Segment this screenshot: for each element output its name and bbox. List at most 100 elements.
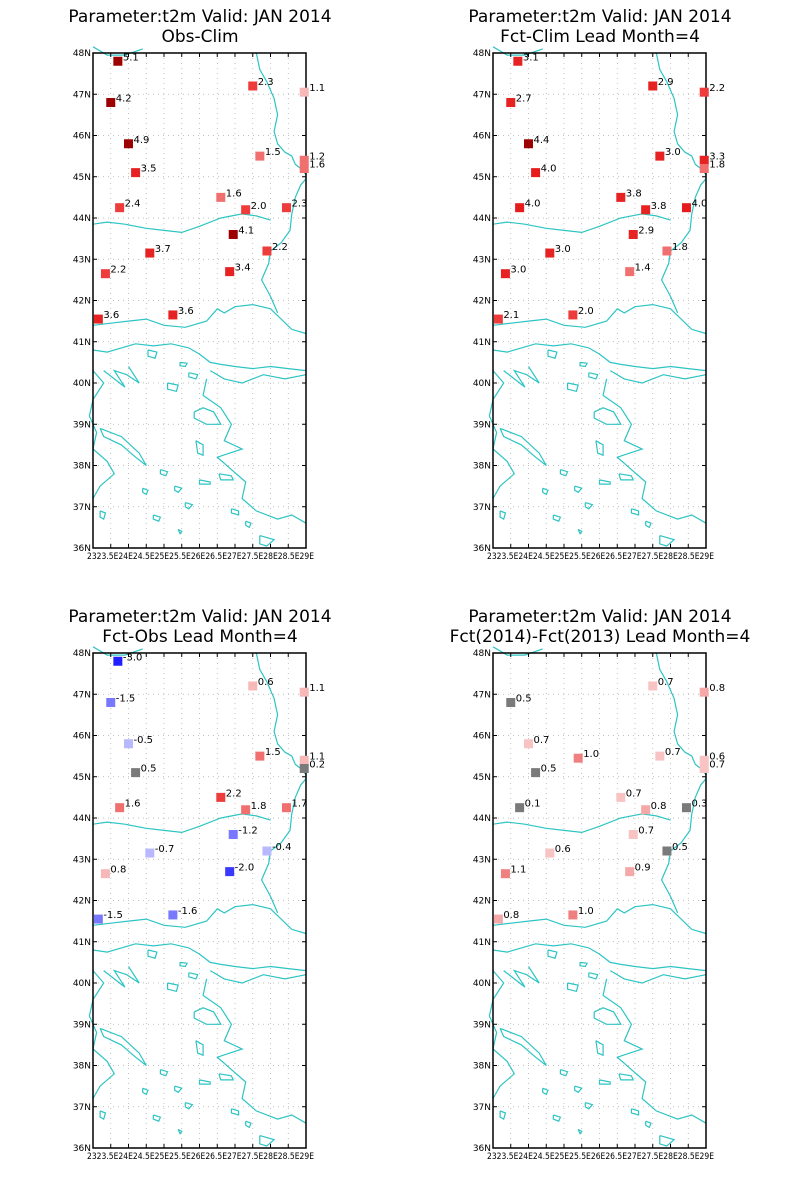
y-tick-label: 47N bbox=[73, 690, 91, 700]
station-value: 2.0 bbox=[251, 201, 267, 212]
coastline bbox=[88, 370, 116, 499]
station-square bbox=[641, 805, 651, 815]
y-tick-label: 43N bbox=[473, 255, 491, 265]
y-tick-label: 36N bbox=[73, 1144, 91, 1154]
station-value: 1.0 bbox=[583, 749, 599, 760]
station-value: 1.6 bbox=[125, 799, 141, 810]
station-marker: 2.3 bbox=[248, 77, 274, 91]
station-marker: -1.5 bbox=[106, 694, 135, 707]
coastline bbox=[499, 427, 547, 466]
y-tick-label: 44N bbox=[473, 814, 491, 824]
station-value: 3.0 bbox=[510, 265, 526, 276]
station-marker: 3.6 bbox=[168, 306, 194, 320]
coastline bbox=[142, 1087, 149, 1096]
station-marker: 2.1 bbox=[493, 310, 519, 324]
coastline bbox=[103, 366, 140, 388]
station-square bbox=[145, 248, 155, 258]
station-square bbox=[225, 867, 235, 877]
station-marker: -0.4 bbox=[262, 842, 291, 856]
x-tick-labels: 2323.5E24E24.5E25E25.5E26E26.5E27E27.5E2… bbox=[87, 552, 314, 562]
station-square bbox=[493, 914, 503, 924]
station-square bbox=[655, 151, 665, 161]
station-marker: 1.4 bbox=[625, 263, 651, 277]
station-value: 2.1 bbox=[503, 310, 519, 321]
map-title: Parameter:t2m Valid: JAN 2014 bbox=[468, 7, 731, 27]
station-value: -2.0 bbox=[235, 863, 255, 874]
coastline bbox=[598, 1079, 611, 1085]
coastline bbox=[645, 1120, 652, 1129]
panel-fct-clim: Parameter:t2m Valid: JAN 2014 Fct-Clim Le… bbox=[400, 0, 800, 600]
station-square bbox=[662, 246, 672, 256]
station-marker: 0.9 bbox=[625, 863, 651, 877]
station-marker: 4.0 bbox=[515, 199, 541, 213]
coastline bbox=[567, 982, 579, 993]
coastline bbox=[492, 303, 707, 335]
station-marker: 1.0 bbox=[573, 749, 599, 763]
station-value: 4.2 bbox=[116, 94, 132, 105]
coastline bbox=[579, 961, 589, 968]
station-value: 4.0 bbox=[541, 164, 557, 175]
station-square bbox=[699, 164, 709, 173]
coastline bbox=[184, 1102, 194, 1110]
station-marker: 1.5 bbox=[255, 147, 281, 161]
coastline bbox=[260, 178, 307, 314]
coastline bbox=[193, 1007, 222, 1025]
y-tick-label: 45N bbox=[473, 173, 491, 183]
station-value: 4.4 bbox=[534, 135, 550, 146]
station-square bbox=[616, 792, 626, 802]
station-marker: -0.7 bbox=[145, 844, 174, 858]
coastline bbox=[660, 178, 707, 314]
station-marker: 1.1 bbox=[299, 683, 325, 697]
coastline bbox=[92, 303, 307, 335]
station-value: -1.6 bbox=[178, 906, 198, 917]
station-value: -3.0 bbox=[123, 652, 143, 663]
station-square bbox=[228, 230, 238, 239]
station-square bbox=[106, 698, 116, 707]
station-square bbox=[628, 830, 638, 839]
y-tick-label: 38N bbox=[73, 1062, 91, 1072]
station-marker: 0.7 bbox=[628, 826, 654, 839]
coastline bbox=[574, 1085, 583, 1094]
station-value: 2.2 bbox=[226, 788, 242, 799]
station-value: 0.7 bbox=[626, 788, 642, 799]
station-value: 3.8 bbox=[651, 201, 667, 212]
station-marker: 3.7 bbox=[145, 244, 171, 258]
station-value: 3.7 bbox=[155, 244, 171, 255]
station-marker: 0.5 bbox=[531, 764, 557, 778]
station-marker: 3.6 bbox=[93, 310, 119, 324]
y-tick-label: 36N bbox=[473, 544, 491, 554]
station-square bbox=[531, 768, 541, 778]
coastline bbox=[547, 349, 558, 359]
station-marker: 2.7 bbox=[506, 94, 532, 107]
map-subtitle: Fct-Obs Lead Month=4 bbox=[102, 627, 297, 647]
station-square bbox=[299, 155, 309, 165]
coastline bbox=[660, 778, 707, 914]
coastline bbox=[567, 382, 579, 393]
station-marker: 4.2 bbox=[106, 94, 132, 107]
coastline bbox=[584, 1102, 594, 1110]
station-value: 0.7 bbox=[534, 735, 550, 746]
coastline bbox=[499, 510, 507, 520]
station-marker: 1.6 bbox=[299, 160, 325, 173]
coastline bbox=[218, 1073, 235, 1081]
station-value: -0.4 bbox=[272, 842, 292, 853]
y-tick-label: 39N bbox=[73, 420, 91, 430]
station-square bbox=[113, 56, 123, 66]
coastline bbox=[255, 652, 307, 776]
coastline bbox=[92, 343, 307, 372]
station-square bbox=[262, 846, 272, 856]
y-tick-label: 48N bbox=[73, 649, 91, 659]
coastline bbox=[602, 378, 707, 524]
coastline bbox=[559, 469, 569, 477]
station-marker: 1.1 bbox=[299, 83, 325, 97]
station-square bbox=[281, 203, 291, 213]
coastline bbox=[92, 813, 271, 834]
station-square bbox=[248, 81, 258, 91]
station-marker: 5.1 bbox=[113, 52, 139, 66]
station-square bbox=[625, 867, 635, 877]
coastline bbox=[618, 1073, 635, 1081]
station-square bbox=[168, 910, 178, 920]
coastline bbox=[492, 646, 543, 656]
station-value: 2.2 bbox=[110, 265, 126, 276]
